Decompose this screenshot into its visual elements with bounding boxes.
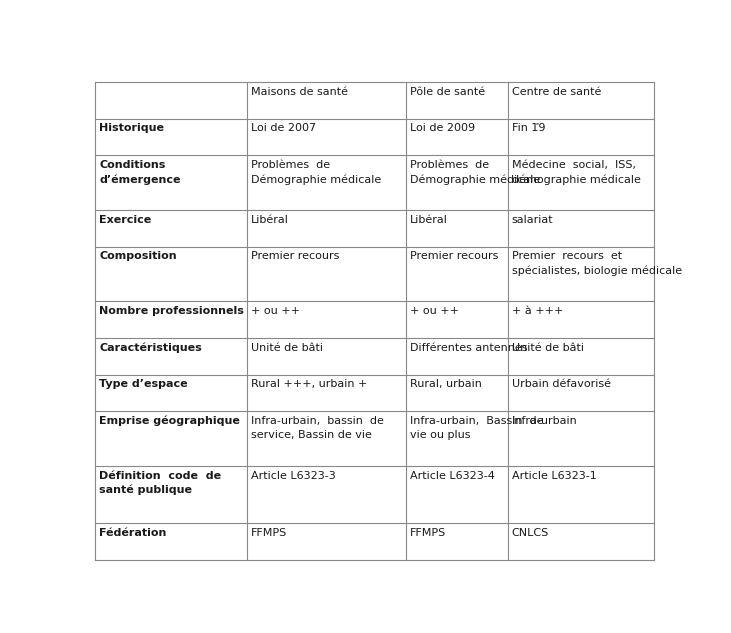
Text: Problèmes  de
Démographie médicale: Problèmes de Démographie médicale (410, 160, 540, 185)
Text: Fédération: Fédération (99, 527, 167, 537)
Text: Pôle de santé: Pôle de santé (410, 87, 485, 97)
Text: FFMPS: FFMPS (251, 527, 287, 537)
Text: Unité de bâti: Unité de bâti (251, 342, 323, 353)
Text: Premier recours: Premier recours (251, 251, 339, 261)
Text: + ou ++: + ou ++ (251, 306, 300, 316)
Text: Conditions
d’émergence: Conditions d’émergence (99, 160, 181, 185)
Text: Premier  recours  et
spécialistes, biologie médicale: Premier recours et spécialistes, biologi… (512, 251, 682, 276)
Text: + à +++: + à +++ (512, 306, 563, 316)
Text: Libéral: Libéral (251, 215, 289, 225)
Text: Loi de 2007: Loi de 2007 (251, 123, 317, 134)
Text: Composition: Composition (99, 251, 177, 261)
Text: Infra-urbain: Infra-urbain (512, 416, 577, 426)
Text: Différentes antennes: Différentes antennes (410, 342, 527, 353)
Text: FFMPS: FFMPS (410, 527, 446, 537)
Text: ᵉ: ᵉ (535, 121, 539, 130)
Text: Fin 19: Fin 19 (512, 123, 545, 134)
Text: Historique: Historique (99, 123, 164, 134)
Text: Caractéristiques: Caractéristiques (99, 342, 202, 353)
Text: Médecine  social,  ISS,
démographie médicale: Médecine social, ISS, démographie médica… (512, 160, 640, 185)
Text: Problèmes  de
Démographie médicale: Problèmes de Démographie médicale (251, 160, 382, 185)
Text: salariat: salariat (512, 215, 553, 225)
Text: Exercice: Exercice (99, 215, 151, 225)
Text: Libéral: Libéral (410, 215, 447, 225)
Text: Loi de 2009: Loi de 2009 (410, 123, 475, 134)
Text: Rural, urbain: Rural, urbain (410, 379, 482, 389)
Text: CNLCS: CNLCS (512, 527, 549, 537)
Text: Infra-urbain,  Bassin  de
vie ou plus: Infra-urbain, Bassin de vie ou plus (410, 416, 543, 440)
Text: Rural +++, urbain +: Rural +++, urbain + (251, 379, 368, 389)
Text: Type d’espace: Type d’espace (99, 379, 188, 389)
Text: Nombre professionnels: Nombre professionnels (99, 306, 244, 316)
Text: Infra-urbain,  bassin  de
service, Bassin de vie: Infra-urbain, bassin de service, Bassin … (251, 416, 384, 440)
Text: Unité de bâti: Unité de bâti (512, 342, 584, 353)
Text: Définition  code  de
santé publique: Définition code de santé publique (99, 470, 221, 495)
Text: Premier recours: Premier recours (410, 251, 498, 261)
Text: Article L6323-4: Article L6323-4 (410, 470, 495, 480)
Text: Maisons de santé: Maisons de santé (251, 87, 348, 97)
Text: Article L6323-3: Article L6323-3 (251, 470, 336, 480)
Text: Article L6323-1: Article L6323-1 (512, 470, 596, 480)
Text: Urbain défavorisé: Urbain défavorisé (512, 379, 610, 389)
Text: Centre de santé: Centre de santé (512, 87, 601, 97)
Text: Emprise géographique: Emprise géographique (99, 416, 240, 426)
Text: + ou ++: + ou ++ (410, 306, 459, 316)
